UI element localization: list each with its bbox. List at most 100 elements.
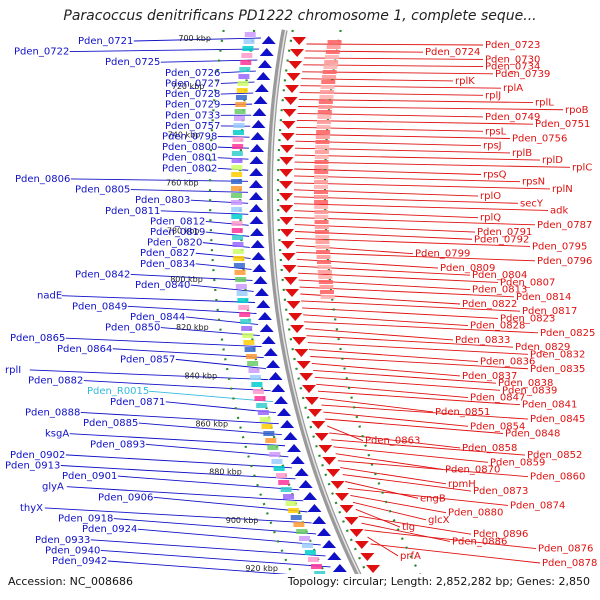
gene-label-right: Pden_0860 <box>530 472 585 483</box>
feature-tracks <box>208 29 434 600</box>
gene-label-right: Pden_0886 <box>452 536 507 547</box>
gene-label-right: Pden_0876 <box>538 544 593 555</box>
gene-label-left: Pden_0918 <box>58 514 113 525</box>
gene-label-right: Pden_0838 <box>498 378 553 389</box>
gene-label-left: Pden_0842 <box>75 269 130 280</box>
gene-label-right: tig <box>402 522 415 533</box>
gene-label-left: Pden_0820 <box>147 238 202 249</box>
gene-label-left: Pden_0885 <box>83 418 138 429</box>
gene-label-right: rplK <box>455 76 475 87</box>
ruler-tick-label: 900 kbp <box>226 516 259 525</box>
gene-label-left: Pden_0888 <box>25 407 80 418</box>
gene-label-right: Pden_0874 <box>510 500 565 511</box>
gene-label-left: Pden_0726 <box>165 68 220 79</box>
gene-label-right: Pden_0730 <box>485 54 540 65</box>
gene-label-right: Pden_0852 <box>527 450 582 461</box>
gene-label-left: Pden_0840 <box>135 280 190 291</box>
gene-label-left: Pden_0721 <box>78 36 133 47</box>
ruler-tick-label: 800 kbp <box>170 275 203 284</box>
gene-label-right: rpoB <box>565 105 589 116</box>
gene-label-right: Pden_0813 <box>472 285 527 296</box>
gene-label-left: Pden_0901 <box>62 471 117 482</box>
ruler-tick-label: 780 kbp <box>167 227 200 236</box>
gene-labels: 700 kbp 720 kbp 740 kbp 760 kbp 780 kbp 800 k… <box>5 34 597 573</box>
gene-label-left: Pden_0882 <box>28 376 83 387</box>
gene-label-right: Pden_0878 <box>542 558 597 569</box>
gene-label-right: prfA <box>400 551 421 562</box>
gene-label-right: Pden_0851 <box>435 407 490 418</box>
gene-label-left: Pden_0940 <box>45 545 100 556</box>
gene-label-right: Pden_0756 <box>512 134 567 145</box>
gene-label-right: rpsL <box>485 126 507 137</box>
gene-label-right: rpsJ <box>483 141 502 152</box>
gene-label-right: Pden_0848 <box>505 429 560 440</box>
gene-label-right: Pden_0880 <box>448 508 503 519</box>
gene-label-right: glcX <box>428 515 450 526</box>
gene-label-right: Pden_0836 <box>480 357 535 368</box>
gene-label-left: Pden_0798 <box>162 132 217 143</box>
accession-text: Accession: NC_008686 <box>8 575 134 588</box>
gene-label-right: rplJ <box>485 90 501 101</box>
gene-label-right: Pden_0845 <box>530 414 585 425</box>
gene-label-right: Pden_0734 <box>485 62 540 73</box>
gene-label-right: Pden_0795 <box>532 241 587 252</box>
gene-label-left: Pden_0924 <box>82 524 137 535</box>
ruler-tick-label: 860 kbp <box>195 419 228 428</box>
gene-label-right: rpmH <box>448 479 476 490</box>
gene-label-left: Pden_R0015 <box>87 386 149 397</box>
gene-label-right: rplN <box>552 184 573 195</box>
gene-label-right: Pden_0809 <box>440 263 495 274</box>
gene-label-right: adk <box>550 205 568 216</box>
map-title: Paracoccus denitrificans PD1222 chromoso… <box>63 8 537 24</box>
gene-label-left: Pden_0800 <box>162 142 217 153</box>
gene-label-right: rplA <box>503 83 523 94</box>
gene-label-right: Pden_0814 <box>516 292 571 303</box>
ruler-tick-label: 840 kbp <box>184 371 217 380</box>
gene-label-left: Pden_0844 <box>130 312 185 323</box>
gene-label-right: Pden_0799 <box>415 249 470 260</box>
gene-label-right: Pden_0847 <box>470 393 525 404</box>
gene-label-right: Pden_0791 <box>477 227 532 238</box>
ruler-tick-label: 760 kbp <box>166 179 199 188</box>
gene-label-left: Pden_0802 <box>162 163 217 174</box>
gene-label-right: Pden_0833 <box>455 335 510 346</box>
gene-label-right: Pden_0858 <box>462 443 517 454</box>
gene-label-left: Pden_0942 <box>52 556 107 567</box>
gene-label-left: Pden_0865 <box>10 333 65 344</box>
gene-label-right: rplB <box>512 148 532 159</box>
gene-label-right: Pden_0863 <box>365 436 420 447</box>
gene-label-left: Pden_0902 <box>10 450 65 461</box>
ruler-tick-label: 700 kbp <box>178 34 211 43</box>
gene-label-left: nadE <box>37 291 62 302</box>
gene-label-left: Pden_0893 <box>90 439 145 450</box>
gene-label-right: rplC <box>572 162 592 173</box>
gene-label-left: glyA <box>42 482 64 493</box>
gene-label-left: Pden_0722 <box>14 47 69 58</box>
gene-label-right: Pden_0837 <box>462 371 517 382</box>
gene-label-right: Pden_0787 <box>537 220 592 231</box>
gene-label-left: Pden_0803 <box>135 195 190 206</box>
gene-label-left: thyX <box>20 503 43 514</box>
gene-label-right: secY <box>520 198 544 209</box>
gene-label-left: Pden_0811 <box>105 206 160 217</box>
gene-label-left: Pden_0850 <box>105 323 160 334</box>
gene-label-right: Pden_0841 <box>522 400 577 411</box>
genome-summary-text: Topology: circular; Length: 2,852,282 bp… <box>287 575 590 588</box>
label-leader-lines <box>29 37 571 579</box>
gene-label-left: Pden_0834 <box>140 259 195 270</box>
gene-label-right: Pden_0796 <box>537 256 592 267</box>
gene-label-left: Pden_0729 <box>165 100 220 111</box>
gene-label-right: Pden_0749 <box>485 112 540 123</box>
gene-label-right: Pden_0751 <box>535 119 590 130</box>
gene-label-left: Pden_0805 <box>75 185 130 196</box>
gene-label-right: rplO <box>480 191 501 202</box>
gene-label-right: Pden_0792 <box>474 234 529 245</box>
ruler-tick-label: 720 kbp <box>172 82 205 91</box>
gene-label-left: Pden_0906 <box>98 492 153 503</box>
gene-label-right: Pden_0822 <box>462 299 517 310</box>
gene-label-right: Pden_0839 <box>502 385 557 396</box>
gene-label-left: Pden_0757 <box>165 121 220 132</box>
gene-label-right: Pden_0804 <box>472 270 527 281</box>
gene-label-right: Pden_0828 <box>470 321 525 332</box>
